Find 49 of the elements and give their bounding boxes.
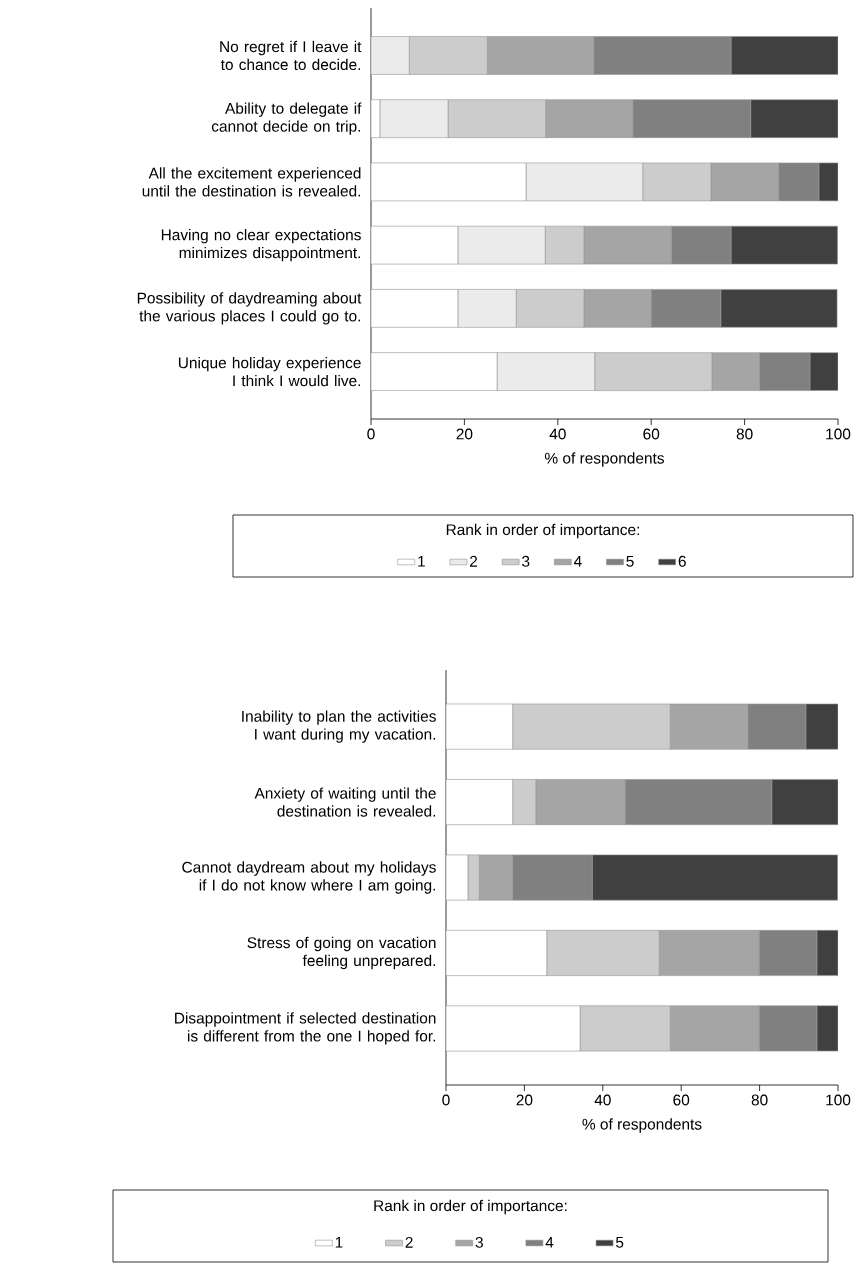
bar [525, 162, 644, 202]
legend-label: 2 [470, 555, 478, 567]
bar [457, 289, 517, 328]
legend-label: 1 [418, 555, 425, 567]
y-tick-label: Having no clear expectations minimizes disappointment. [161, 228, 361, 262]
bar [496, 352, 595, 391]
y-tick-label: Possibility of daydreaming about the various places I could go to. [137, 292, 362, 325]
bar [371, 36, 410, 75]
x-tick-label: 60 [673, 1094, 690, 1106]
x-tick-label: 40 [594, 1094, 611, 1106]
x-tick-label: 0 [367, 428, 375, 440]
legend-title: Rank in order of importance: [374, 1199, 567, 1215]
bar [805, 703, 838, 750]
y-tick-label: Stress of going on vacation feeling unprepared. [247, 936, 436, 970]
y-tick-label: Disappointment if selected destination is different from the one I hoped for. [175, 1012, 436, 1045]
x-axis-title: % of respondents [582, 1118, 702, 1133]
y-tick-label: Ability to delegate if cannot decide on trip. [211, 102, 362, 135]
legend-label: 6 [678, 555, 686, 567]
x-tick-label: 100 [826, 428, 851, 440]
y-tick-label: Unique holiday experience I think I would live. [178, 356, 361, 387]
x-tick-label: 60 [643, 428, 660, 440]
y-tick-label: All the excitement experienced until the destination is revealed. [142, 167, 361, 197]
x-tick-label: 80 [736, 428, 753, 440]
legend-label: 4 [573, 555, 582, 567]
x-tick-label: 80 [751, 1094, 768, 1106]
x-tick-label: 20 [456, 428, 473, 440]
legend-label: 3 [522, 555, 530, 567]
y-tick-label: Inability to plan the activities I want during my vacation. [242, 710, 436, 743]
legend-title: Rank in order of importance: [446, 523, 639, 539]
x-axis-title: % of respondents [544, 452, 664, 467]
bar [816, 1005, 838, 1052]
legend-label: 2 [405, 1236, 413, 1248]
y-tick-label: Cannot daydream about my holidays if I do not know where I am going. [182, 861, 436, 894]
bar [591, 854, 838, 901]
bar [379, 99, 449, 138]
x-tick-label: 0 [442, 1094, 450, 1106]
legend-label: 4 [545, 1236, 554, 1248]
x-tick-label: 20 [516, 1094, 533, 1106]
legend-label: 5 [626, 555, 634, 567]
x-tick-label: 40 [549, 428, 566, 440]
legend-label: 1 [335, 1236, 343, 1248]
legend-label: 5 [615, 1236, 624, 1248]
y-tick-label: Anxiety of waiting until the destination is revealed. [254, 787, 436, 817]
y-tick-label: No regret if I leave it to chance to decide. [220, 40, 362, 71]
x-tick-label: 100 [826, 1094, 851, 1106]
bar [457, 225, 546, 265]
legend-label: 3 [475, 1236, 483, 1248]
bar [771, 779, 838, 826]
bar [816, 930, 838, 976]
